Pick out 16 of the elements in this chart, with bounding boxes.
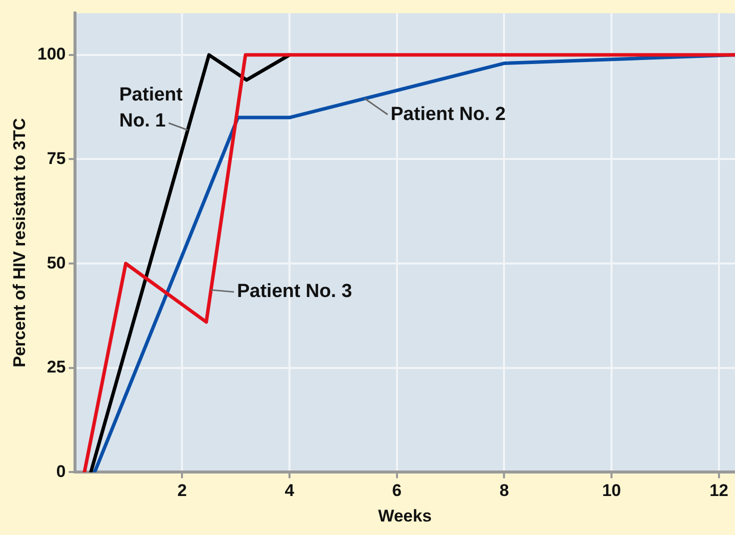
x-tick-label: 8 xyxy=(499,481,509,500)
x-tick-label: 6 xyxy=(392,481,402,500)
x-tick-label: 10 xyxy=(602,481,621,500)
x-tick-label: 4 xyxy=(284,481,295,500)
x-tick-label: 2 xyxy=(177,481,187,500)
y-tick-label: 100 xyxy=(37,44,66,64)
x-tick-label: 12 xyxy=(709,481,728,500)
y-tick-label: 50 xyxy=(46,253,66,272)
series-label: Patient No. 1 xyxy=(119,84,184,132)
y-tick-label: 0 xyxy=(56,462,66,481)
x-axis-title: Weeks xyxy=(378,506,432,526)
series-label: Patient No. 2 xyxy=(390,104,506,125)
y-tick-label: 25 xyxy=(46,358,66,377)
y-axis-title: Percent of HIV resistant to 3TC xyxy=(10,118,29,368)
y-tick-label: 75 xyxy=(46,148,66,168)
series-label: Patient No. 3 xyxy=(236,281,352,302)
